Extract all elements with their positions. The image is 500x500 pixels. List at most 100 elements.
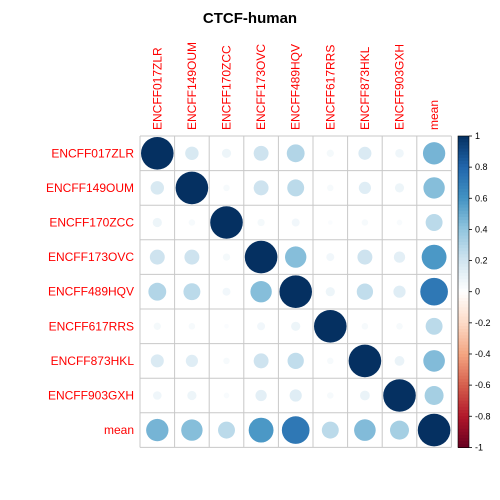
correlation-circle [393, 251, 406, 263]
correlation-circle [361, 219, 369, 226]
colorbar-segment [458, 136, 469, 140]
colorbar-tick-label: -0.4 [475, 349, 491, 359]
correlation-circle [218, 421, 235, 439]
colorbar-segment [458, 434, 469, 439]
correlation-circle [244, 240, 278, 274]
row-label: ENCFF903GXH [48, 389, 134, 403]
correlation-circle [210, 206, 243, 239]
row-label: ENCFF173OVC [48, 250, 134, 264]
correlation-circle [358, 146, 372, 160]
colorbar-tick-label: -0.6 [475, 380, 491, 390]
row-label: ENCFF873HKL [51, 354, 135, 368]
colorbar-segment [458, 151, 469, 156]
correlation-circle [148, 282, 167, 301]
row-label: ENCFF170ZCC [49, 216, 134, 230]
correlation-circle [383, 379, 416, 412]
colorbar-tick-label: 0 [475, 287, 480, 297]
colorbar-segment [458, 257, 469, 262]
correlation-circle [153, 322, 161, 330]
correlation-circle [222, 253, 231, 261]
colorbar-segment [458, 195, 469, 199]
correlation-circle [183, 283, 201, 301]
correlation-circle [150, 354, 164, 368]
colorbar-segment [458, 154, 469, 159]
correlation-circle [393, 285, 406, 298]
correlation-circle [326, 253, 335, 262]
row-labels: ENCFF017ZLR ENCFF149OUM ENCFF170ZCC ENCFF17… [46, 146, 134, 437]
correlation-circle [423, 350, 445, 372]
correlation-circle [184, 249, 200, 265]
correlation-circle [141, 137, 174, 170]
row-label: ENCFF017ZLR [51, 146, 134, 160]
colorbar-segment [458, 428, 469, 433]
colorbar-tick-label: -1 [475, 442, 483, 452]
colorbar-segment [458, 157, 469, 162]
colorbar: 1 0.8 0.6 0.4 0.2 0 -0.2 -0.4 -0.6 -0.8 -1 [457, 131, 491, 452]
colorbar-segment [458, 400, 469, 405]
colorbar-segment [458, 145, 469, 150]
colorbar-segment [458, 341, 469, 346]
colorbar-segment [458, 210, 469, 215]
colorbar-segment [458, 366, 469, 371]
colorbar-segment [458, 220, 469, 224]
correlation-circle [289, 389, 302, 402]
colorbar-segment [458, 164, 469, 168]
colorbar-segment [458, 410, 469, 414]
correlation-circle [425, 214, 443, 231]
colorbar-segment [458, 207, 469, 212]
row-label: ENCFF617RRS [49, 319, 134, 333]
colorbar-segment [458, 406, 469, 411]
correlation-circle [253, 145, 269, 161]
correlation-circle [321, 421, 339, 439]
correlation-circle [425, 317, 443, 335]
correlation-circle [420, 277, 448, 306]
correlation-circle [188, 219, 196, 226]
colorbar-segment [458, 226, 469, 231]
correlation-circle [394, 183, 405, 193]
correlation-circle [327, 184, 334, 192]
column-label: ENCFF173OVC [254, 44, 268, 130]
correlation-circle [222, 287, 231, 296]
colorbar-segment [458, 422, 469, 427]
colorbar-segment [458, 301, 469, 305]
correlation-circle [181, 419, 203, 441]
colorbar-tick-label: 0.4 [475, 224, 488, 234]
colorbar-segment [458, 385, 469, 389]
column-label: mean [427, 100, 441, 130]
colorbar-segment [458, 167, 469, 171]
colorbar-segment [458, 201, 469, 206]
correlation-circle [175, 171, 209, 205]
colorbar-segment [458, 263, 469, 268]
colorbar-segment [458, 310, 469, 315]
correlation-circle [287, 352, 304, 370]
colorbar-segment [458, 297, 469, 302]
column-label: ENCFF149OUM [185, 42, 199, 130]
colorbar-segment [458, 188, 469, 193]
colorbar-segment [458, 294, 469, 299]
circle-layer [141, 137, 451, 447]
colorbar-segment [458, 313, 469, 318]
colorbar-segment [458, 325, 469, 330]
colorbar-segment [458, 444, 469, 448]
colorbar-segment [458, 416, 469, 420]
colorbar-segment [458, 266, 469, 271]
colorbar-segment [458, 269, 469, 274]
colorbar-segment [458, 260, 469, 265]
correlation-circle [421, 244, 447, 270]
colorbar-segment [458, 382, 469, 386]
colorbar-tick-label: 0.8 [475, 162, 488, 172]
colorbar-segment [458, 329, 469, 333]
correlation-circle [357, 249, 373, 265]
correlation-circle [185, 146, 199, 161]
colorbar-segment [458, 363, 469, 368]
colorbar-segment [458, 319, 469, 324]
correlation-circle [361, 323, 369, 330]
correlation-circle [354, 419, 376, 441]
colorbar-segment [458, 353, 469, 358]
colorbar-tick-label: 1 [475, 131, 480, 141]
colorbar-segment [458, 251, 469, 255]
correlation-circle [281, 416, 310, 444]
correlation-circle [250, 281, 272, 303]
correlation-circle [423, 177, 445, 199]
correlation-circle [422, 142, 446, 165]
